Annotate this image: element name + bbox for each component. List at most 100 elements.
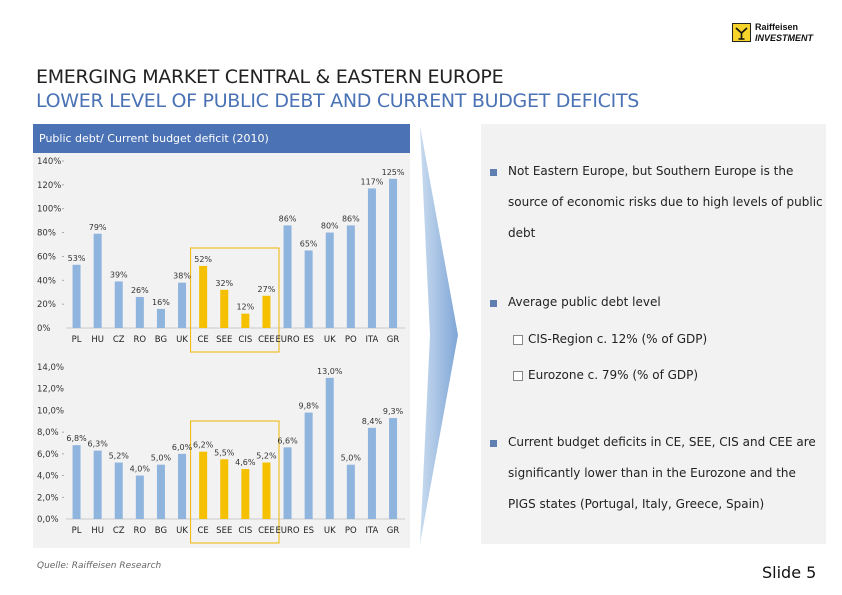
page-title: EMERGING MARKET CENTRAL & EASTERN EUROPE (36, 66, 504, 88)
deficit-category-label: ITA (366, 526, 379, 536)
page-subtitle: LOWER LEVEL OF PUBLIC DEBT AND CURRENT B… (36, 90, 640, 112)
debt-category-label: EURO (275, 335, 299, 345)
deficit-ytick-label: 0,0% (37, 515, 59, 525)
bullet-square-icon (490, 169, 497, 176)
debt-bar (178, 282, 187, 328)
deficit-data-label: 5,2% (256, 452, 277, 461)
debt-category-label: CIS (238, 335, 252, 345)
deficit-data-label: 9,8% (298, 402, 319, 411)
debt-category-label: CZ (113, 335, 125, 345)
debt-category-label: ES (303, 335, 314, 345)
deficit-data-label: 6,2% (193, 441, 214, 450)
deficit-data-label: 8,4% (362, 417, 383, 426)
deficit-data-label: 5,2% (109, 452, 130, 461)
debt-category-label: CEE (258, 335, 275, 345)
charts-svg: 0% 20% 40% 60% 80% 100% 120% 140% 53% PL 79% HU 39% C… (37, 157, 405, 544)
debt-data-label: 86% (342, 214, 360, 223)
debt-data-label: 117% (361, 177, 384, 186)
deficit-category-label: PO (345, 526, 357, 536)
deficit-data-label: 13,0% (317, 367, 343, 376)
debt-category-label: CE (197, 335, 208, 345)
deficit-data-label: 6,0% (172, 443, 193, 452)
deficit-bar (178, 453, 187, 519)
debt-ytick-label: 100% (37, 205, 61, 215)
debt-ytick-label: 60% (37, 252, 56, 262)
sub-bullet-text: CIS-Region c. 12% (% of GDP) (528, 332, 708, 346)
debt-ytick-label: 140% (37, 157, 61, 167)
debt-ytick-label: 40% (37, 276, 56, 286)
bullet-text: Current budget deficits in CE, SEE, CIS … (508, 435, 816, 511)
deficit-data-label: 9,3% (383, 407, 404, 416)
deficit-category-label: RO (134, 526, 147, 536)
debt-bar (135, 296, 144, 328)
deficit-ytick-label: 6,0% (37, 450, 59, 460)
debt-bar (199, 265, 208, 328)
bullet-square-icon (490, 300, 497, 307)
deficit-highlight-box (190, 420, 280, 544)
debt-bar (346, 225, 355, 328)
deficit-data-label: 6,3% (87, 440, 108, 449)
debt-data-label: 52% (194, 255, 212, 264)
deficit-category-label: GR (387, 526, 400, 536)
deficit-ytick-label: 12,0% (37, 385, 64, 395)
debt-bar (367, 188, 376, 328)
debt-category-label: UK (176, 335, 188, 345)
deficit-category-label: CIS (238, 526, 252, 536)
deficit-category-label: EURO (275, 526, 299, 536)
debt-ytick-label: 120% (37, 181, 61, 191)
deficit-bar (93, 450, 102, 519)
debt-data-label: 27% (258, 285, 276, 294)
debt-highlight-box (190, 247, 280, 353)
debt-bar (93, 233, 102, 328)
deficit-bar (241, 469, 250, 519)
deficit-bar (367, 427, 376, 519)
deficit-category-label: BG (155, 526, 167, 536)
deficit-category-label: ES (303, 526, 314, 536)
deficit-bar (114, 462, 123, 519)
debt-data-label: 38% (173, 272, 191, 281)
debt-bar (156, 308, 165, 328)
deficit-bar (72, 445, 81, 519)
raiffeisen-logo: Raiffeisen INVESTMENT (732, 20, 820, 46)
deficit-data-label: 4,0% (130, 465, 151, 474)
bullet-text: Not Eastern Europe, but Southern Europe … (508, 164, 823, 240)
debt-data-label: 53% (68, 254, 86, 263)
deficit-category-label: CZ (113, 526, 125, 536)
deficit-bar (199, 451, 208, 519)
chevron-arrow-icon (420, 126, 458, 544)
deficit-ytick-label: 8,0% (37, 428, 59, 438)
deficit-bar (346, 464, 355, 519)
logo-emblem-icon (732, 23, 751, 42)
source-note: Quelle: Raiffeisen Research (37, 561, 162, 571)
debt-data-label: 125% (382, 168, 405, 177)
debt-data-label: 79% (89, 223, 107, 232)
debt-ytick-label: 80% (37, 229, 56, 239)
deficit-data-label: 4,6% (235, 458, 256, 467)
debt-category-label: ITA (366, 335, 379, 345)
debt-bar (283, 225, 292, 328)
deficit-category-label: SEE (216, 526, 232, 536)
logo-subname: INVESTMENT (755, 33, 814, 43)
debt-ytick-label: 20% (37, 300, 56, 310)
debt-bar (220, 289, 229, 328)
debt-data-label: 32% (215, 279, 233, 288)
deficit-bar (220, 459, 229, 519)
deficit-data-label: 6,8% (66, 434, 87, 443)
deficit-data-label: 5,0% (151, 454, 172, 463)
deficit-bar (156, 464, 165, 519)
deficit-category-label: CEE (258, 526, 275, 536)
debt-category-label: RO (134, 335, 147, 345)
deficit-data-label: 5,5% (214, 448, 235, 457)
deficit-ytick-label: 2,0% (37, 493, 59, 503)
debt-bar (304, 250, 313, 328)
deficit-data-label: 6,6% (277, 436, 298, 445)
logo-name: Raiffeisen (755, 22, 799, 32)
checkbox-square-icon (513, 371, 523, 381)
chart-header-label: Public debt/ Current budget deficit (201… (39, 132, 269, 145)
deficit-category-label: CE (197, 526, 208, 536)
debt-data-label: 39% (110, 270, 128, 279)
debt-ytick-label: 0% (37, 324, 51, 334)
debt-bar (72, 264, 81, 328)
chart-header: Public debt/ Current budget deficit (201… (33, 124, 410, 153)
sub-bullet-text: Eurozone c. 79% (% of GDP) (528, 368, 699, 382)
